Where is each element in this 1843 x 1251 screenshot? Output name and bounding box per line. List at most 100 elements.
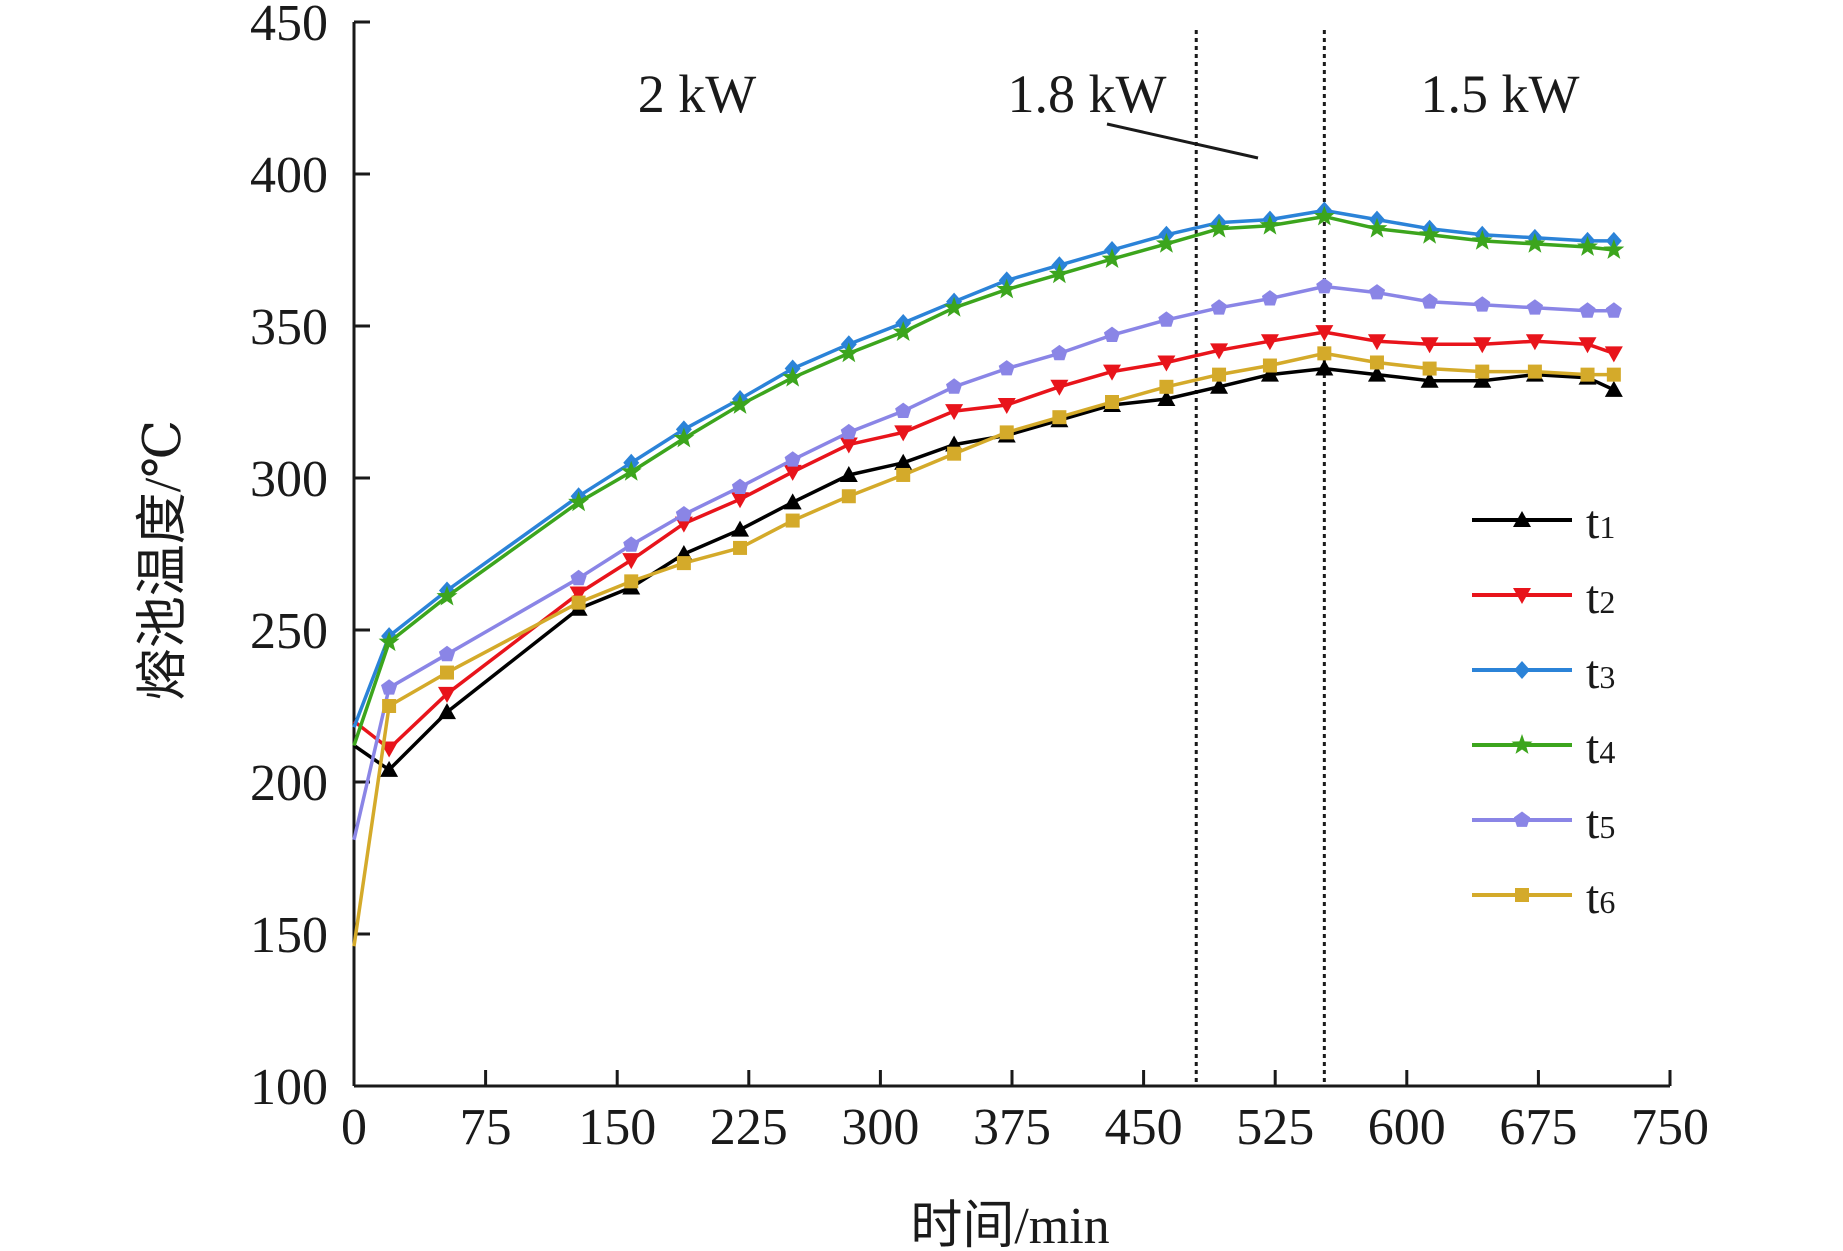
data-point-t5	[623, 536, 640, 552]
data-point-t2	[1210, 343, 1229, 360]
data-point-t4	[1524, 232, 1546, 253]
legend-marker	[1513, 588, 1531, 604]
data-point-t5	[998, 360, 1015, 376]
x-tick-label: 525	[1236, 1099, 1314, 1156]
series-t1	[353, 359, 1623, 777]
y-axis-title: 熔池温度/℃	[135, 420, 192, 701]
data-point-t2	[1315, 325, 1334, 342]
data-point-t6	[1317, 346, 1332, 361]
data-point-t1	[1420, 371, 1439, 388]
data-point-t2	[945, 404, 964, 421]
legend-item-t2: t2	[1472, 571, 1615, 624]
data-point-t2	[1260, 334, 1279, 351]
data-point-t4	[1259, 214, 1281, 235]
data-point-t6	[896, 467, 911, 482]
y-tick-label: 200	[250, 755, 328, 812]
data-point-t1	[1473, 371, 1492, 388]
data-point-t2	[1604, 346, 1623, 363]
data-point-t4	[1101, 248, 1123, 268]
legend-label: t4	[1586, 721, 1615, 774]
x-ticks: 0 75 150 225 300 375 450 525 600 675 750	[341, 1070, 1709, 1156]
power-boundary-lines	[1194, 30, 1326, 1086]
data-point-t1	[1604, 380, 1623, 397]
data-point-t2	[1157, 355, 1176, 372]
data-point-t6	[785, 513, 800, 528]
legend-marker	[1514, 661, 1530, 679]
data-point-t2	[1473, 337, 1492, 354]
data-point-t5	[1526, 299, 1543, 315]
data-point-t5	[570, 569, 587, 586]
data-point-t6	[1606, 367, 1621, 382]
y-ticks: 100 150 200 250 300 350 400 450	[250, 0, 370, 1116]
legend-label: t3	[1586, 646, 1615, 699]
data-point-t1	[783, 493, 802, 510]
data-point-t5	[1211, 299, 1228, 315]
data-point-t4	[838, 342, 860, 363]
x-tick-label: 75	[460, 1099, 512, 1156]
data-point-t2	[997, 398, 1016, 415]
data-point-t2	[569, 586, 588, 603]
data-point-t4	[568, 491, 590, 512]
y-tick-label: 100	[250, 1059, 328, 1116]
series-group	[352, 201, 1625, 947]
series-t6	[352, 346, 1621, 947]
data-point-t5	[895, 402, 912, 418]
data-point-t6	[676, 556, 691, 571]
data-point-t2	[731, 492, 750, 509]
data-point-t6	[733, 540, 748, 555]
x-tick-label: 300	[841, 1099, 919, 1156]
legend-item-t4: t4	[1472, 721, 1615, 774]
data-point-t5	[1158, 311, 1175, 327]
data-point-t4	[729, 394, 751, 414]
data-point-t6	[382, 699, 397, 713]
data-point-t6	[1475, 364, 1490, 379]
x-tick-label: 600	[1368, 1099, 1446, 1156]
data-point-t6	[1580, 367, 1595, 382]
data-point-t4	[1603, 239, 1625, 259]
data-point-t4	[1471, 229, 1493, 250]
data-point-t1	[839, 465, 858, 482]
data-point-t5	[731, 478, 749, 494]
data-point-t2	[437, 686, 456, 703]
data-point-t6	[841, 489, 856, 504]
data-point-t1	[894, 453, 913, 470]
data-point-t4	[673, 427, 695, 448]
data-point-t6	[947, 446, 962, 461]
data-point-t5	[1605, 302, 1622, 318]
data-point-t4	[620, 460, 642, 481]
series-line-t5	[352, 284, 1614, 841]
legend-item-t6: t6	[1472, 871, 1615, 924]
legend-label: t5	[1586, 796, 1615, 849]
data-point-t5	[784, 451, 801, 467]
legend-item-t5: t5	[1472, 796, 1615, 849]
data-point-t1	[1315, 359, 1334, 376]
data-point-t2	[1578, 337, 1597, 354]
data-point-t5	[675, 506, 692, 522]
y-tick-label: 250	[250, 603, 328, 660]
data-point-t2	[839, 437, 858, 454]
y-tick-label: 150	[250, 907, 328, 964]
legend: t1 t2 t3 t4 t5 t6	[1472, 496, 1615, 924]
data-point-t1	[1260, 365, 1279, 382]
annotation-1-5kw: 1.5 kW	[1421, 64, 1580, 124]
data-point-t4	[1366, 217, 1388, 238]
x-tick-label: 375	[973, 1099, 1051, 1156]
data-point-t5	[1421, 293, 1438, 309]
x-tick-label: 0	[341, 1099, 367, 1156]
data-point-t5	[1051, 344, 1068, 361]
data-point-t6	[1262, 358, 1277, 373]
data-point-t1	[731, 520, 750, 537]
data-point-t5	[381, 679, 398, 695]
data-point-t2	[1420, 337, 1439, 354]
data-point-t6	[1527, 364, 1542, 379]
data-point-t4	[996, 278, 1018, 299]
plot-area: 0 75 150 225 300 375 450 525 600 675 750 100 150 200…	[250, 0, 1709, 1156]
series-line-t3	[352, 208, 1614, 728]
data-point-t5	[1474, 296, 1491, 312]
legend-marker	[1511, 734, 1533, 754]
x-axis-title: 时间/min	[910, 1198, 1109, 1251]
data-point-t4	[1048, 263, 1070, 284]
data-point-t4	[1155, 232, 1177, 253]
x-tick-label: 150	[578, 1099, 656, 1156]
